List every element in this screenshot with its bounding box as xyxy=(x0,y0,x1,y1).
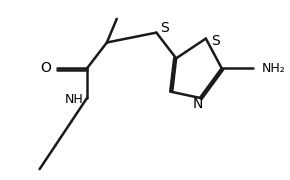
Text: NH: NH xyxy=(64,93,83,106)
Text: N: N xyxy=(193,97,203,111)
Text: S: S xyxy=(211,33,220,48)
Text: S: S xyxy=(160,21,169,35)
Text: O: O xyxy=(41,61,51,75)
Text: NH₂: NH₂ xyxy=(261,62,285,75)
